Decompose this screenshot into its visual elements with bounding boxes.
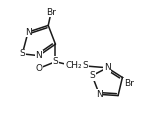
Text: N: N xyxy=(104,63,111,72)
Text: S: S xyxy=(19,49,25,58)
Text: O: O xyxy=(35,64,42,73)
Text: N: N xyxy=(25,28,31,37)
Text: Br: Br xyxy=(124,79,134,88)
Text: S: S xyxy=(82,61,88,70)
Text: S: S xyxy=(89,71,95,80)
Text: S: S xyxy=(53,57,58,66)
Text: N: N xyxy=(96,90,103,99)
Text: CH₂: CH₂ xyxy=(65,61,82,70)
Text: N: N xyxy=(36,51,42,60)
Text: Br: Br xyxy=(46,8,56,17)
